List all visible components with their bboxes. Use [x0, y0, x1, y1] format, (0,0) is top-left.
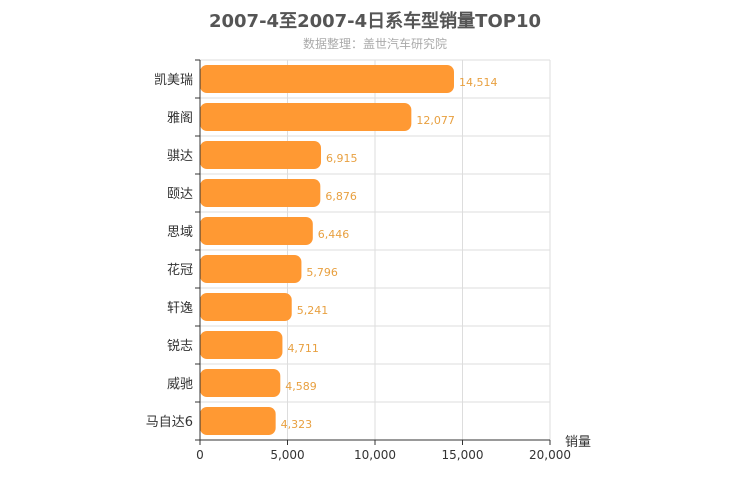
x-axis-title: 销量	[565, 435, 591, 450]
x-tick-label: 10,000	[354, 448, 396, 462]
bar[interactable]	[200, 179, 321, 207]
bar[interactable]	[200, 65, 454, 93]
data-label: 4,589	[285, 380, 317, 393]
data-label: 4,711	[287, 342, 319, 355]
category-label: 凯美瑞	[154, 73, 193, 88]
bar[interactable]	[200, 331, 283, 359]
data-label: 6,915	[326, 152, 358, 165]
bar[interactable]	[200, 369, 281, 397]
category-label: 轩逸	[167, 301, 193, 316]
data-label: 6,446	[318, 228, 350, 241]
bar[interactable]	[200, 141, 322, 169]
data-label: 14,514	[459, 76, 498, 89]
data-label: 12,077	[416, 114, 455, 127]
bar[interactable]	[200, 103, 412, 131]
category-label: 威驰	[167, 377, 193, 392]
bar[interactable]	[200, 293, 292, 321]
category-label: 锐志	[167, 339, 193, 354]
category-label: 思域	[167, 225, 193, 240]
x-tick-label: 20,000	[529, 448, 571, 462]
bar[interactable]	[200, 217, 313, 245]
x-tick-label: 15,000	[442, 448, 484, 462]
category-label: 骐达	[167, 149, 193, 164]
category-label: 雅阁	[167, 111, 193, 126]
bar[interactable]	[200, 407, 276, 435]
x-tick-label: 0	[196, 448, 204, 462]
category-label: 颐达	[167, 187, 193, 202]
bar[interactable]	[200, 255, 302, 283]
data-label: 5,796	[306, 266, 338, 279]
chart-title: 2007-4至2007-4日系车型销量TOP10	[208, 11, 541, 32]
x-tick-label: 5,000	[270, 448, 304, 462]
data-label: 6,876	[325, 190, 357, 203]
category-label: 花冠	[167, 262, 193, 278]
data-label: 4,323	[281, 418, 313, 431]
data-label: 5,241	[297, 304, 329, 317]
category-label: 马自达6	[146, 415, 193, 430]
chart-subtitle: 数据整理：盖世汽车研究院	[302, 37, 447, 51]
